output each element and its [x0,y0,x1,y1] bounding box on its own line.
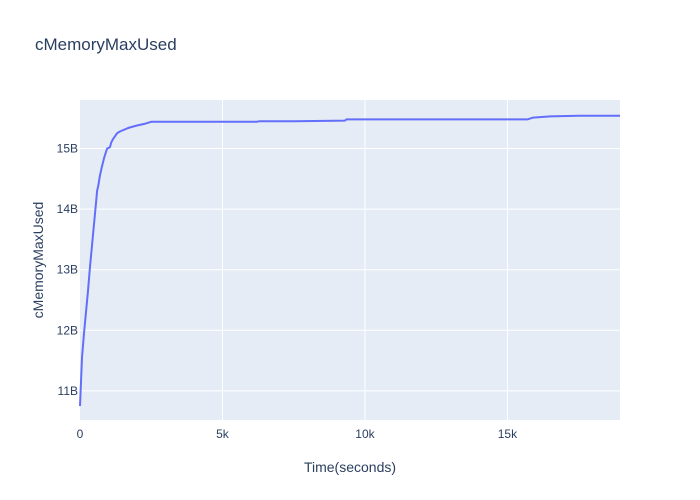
y-tick-label: 15B [57,141,78,155]
y-tick-label: 12B [57,323,78,337]
y-tick-label: 13B [57,263,78,277]
series-line [79,114,620,407]
gridlines [80,100,620,420]
plot-area [80,100,620,420]
y-axis-label: cMemoryMaxUsed [30,202,46,319]
x-axis-ticks: 0 5k 10k 15k [77,427,518,441]
chart-title: cMemoryMaxUsed [35,35,177,54]
y-axis-ticks: 11B 12B 13B 14B 15B [57,141,78,397]
x-tick-label: 0 [77,427,84,441]
y-tick-label: 14B [57,202,78,216]
x-axis-label: Time(seconds) [304,459,396,475]
series-lines [79,114,620,407]
y-tick-label: 11B [58,384,78,398]
x-tick-label: 15k [498,427,518,441]
x-tick-label: 5k [216,427,230,441]
x-tick-label: 10k [355,427,375,441]
